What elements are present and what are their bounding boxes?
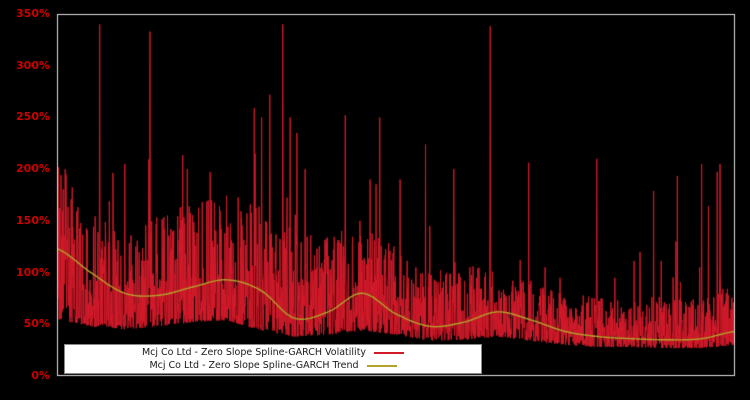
y-tick-label: 0% bbox=[31, 369, 50, 382]
y-tick-label: 150% bbox=[16, 213, 50, 227]
chart-legend: Mcj Co Ltd - Zero Slope Spline-GARCH Vol… bbox=[64, 344, 482, 374]
y-tick-label: 350% bbox=[16, 7, 50, 20]
y-tick-label: 50% bbox=[23, 317, 50, 331]
y-tick-label: 200% bbox=[16, 162, 50, 176]
legend-item-trend: Mcj Co Ltd - Zero Slope Spline-GARCH Tre… bbox=[65, 359, 481, 372]
y-tick-label: 300% bbox=[16, 58, 50, 72]
y-tick-label: 100% bbox=[16, 265, 50, 279]
legend-volatility-line-sample bbox=[374, 351, 405, 354]
legend-trend-line-sample bbox=[366, 364, 397, 367]
legend-label-trend: Mcj Co Ltd - Zero Slope Spline-GARCH Tre… bbox=[149, 360, 359, 371]
y-tick-label: 250% bbox=[16, 110, 50, 124]
legend-label-volatility: Mcj Co Ltd - Zero Slope Spline-GARCH Vol… bbox=[141, 347, 367, 358]
legend-item-volatility: Mcj Co Ltd - Zero Slope Spline-GARCH Vol… bbox=[65, 346, 481, 359]
